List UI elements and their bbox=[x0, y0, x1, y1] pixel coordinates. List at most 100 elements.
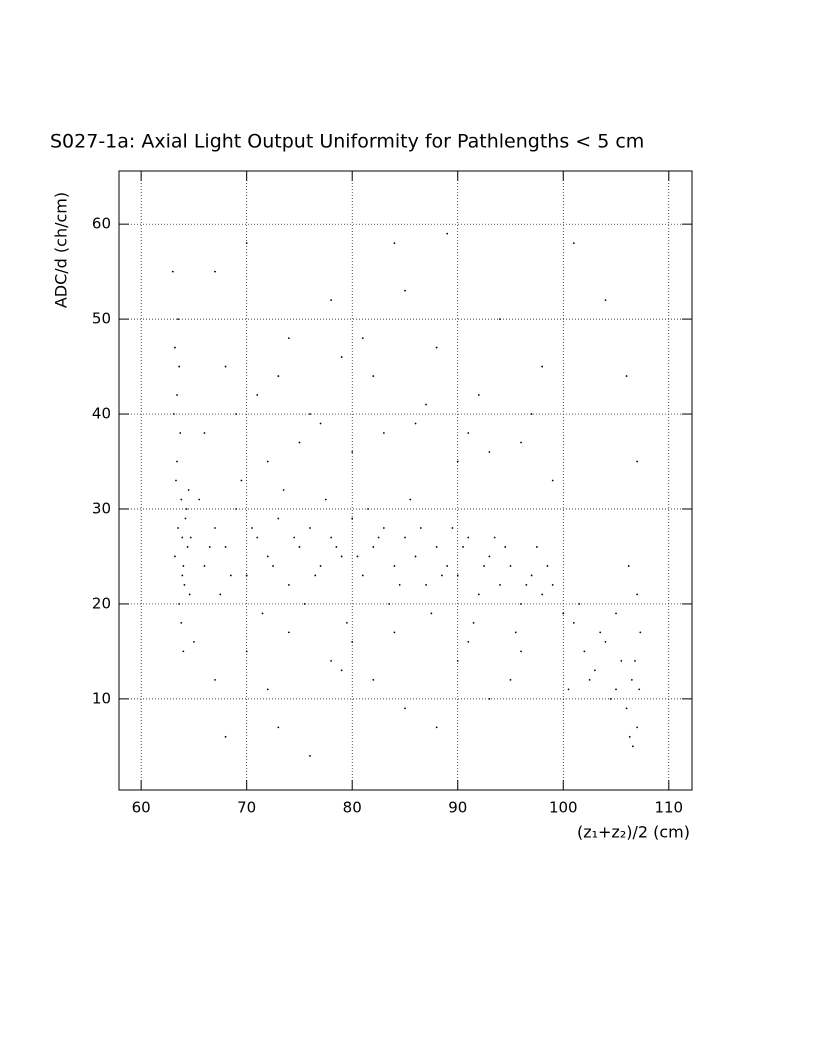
point bbox=[314, 574, 317, 577]
point bbox=[525, 584, 528, 586]
point bbox=[632, 745, 634, 748]
point bbox=[189, 536, 192, 539]
point bbox=[604, 640, 607, 643]
point bbox=[219, 593, 222, 596]
point bbox=[382, 432, 385, 434]
point bbox=[351, 640, 354, 643]
point bbox=[174, 346, 176, 349]
point bbox=[462, 546, 464, 548]
point bbox=[615, 688, 617, 691]
point bbox=[638, 688, 641, 691]
point bbox=[446, 565, 449, 567]
point bbox=[208, 546, 211, 548]
point bbox=[177, 527, 179, 529]
point bbox=[266, 555, 269, 558]
point bbox=[488, 555, 491, 558]
point bbox=[467, 432, 470, 434]
point bbox=[182, 565, 185, 567]
point bbox=[235, 413, 238, 415]
point bbox=[546, 565, 549, 567]
point bbox=[266, 460, 269, 463]
point bbox=[615, 612, 617, 615]
point bbox=[451, 527, 454, 529]
point bbox=[214, 678, 216, 681]
point bbox=[172, 413, 175, 415]
point bbox=[414, 555, 417, 558]
point bbox=[287, 631, 290, 634]
point bbox=[493, 536, 496, 539]
point bbox=[266, 688, 269, 691]
point bbox=[456, 659, 459, 662]
point bbox=[441, 574, 443, 577]
point bbox=[198, 498, 201, 501]
point bbox=[298, 441, 301, 444]
point bbox=[340, 555, 343, 558]
point bbox=[604, 299, 607, 302]
point bbox=[319, 422, 322, 425]
x-tick-label: 110 bbox=[654, 799, 683, 817]
point bbox=[287, 584, 290, 586]
point bbox=[625, 707, 628, 710]
point bbox=[430, 612, 433, 615]
point bbox=[214, 527, 216, 529]
point bbox=[277, 726, 280, 729]
point bbox=[636, 726, 639, 729]
point bbox=[535, 546, 538, 548]
point bbox=[572, 242, 575, 245]
point bbox=[435, 346, 438, 349]
point bbox=[185, 508, 188, 510]
point bbox=[356, 555, 359, 558]
point bbox=[245, 574, 248, 577]
point bbox=[176, 394, 178, 396]
y-tick-label: 40 bbox=[92, 405, 111, 423]
point bbox=[488, 697, 491, 700]
point bbox=[372, 546, 375, 548]
point bbox=[404, 289, 406, 292]
point bbox=[224, 546, 227, 548]
y-axis-label: ADC/d (ch/cm) bbox=[52, 192, 71, 308]
point bbox=[340, 669, 343, 672]
point bbox=[562, 612, 565, 615]
point bbox=[187, 489, 190, 491]
point bbox=[456, 460, 459, 463]
point bbox=[477, 593, 480, 596]
point bbox=[245, 242, 248, 245]
point bbox=[178, 603, 181, 605]
point bbox=[193, 640, 195, 643]
point bbox=[351, 451, 354, 453]
point bbox=[335, 546, 338, 548]
point bbox=[235, 508, 238, 510]
point bbox=[340, 356, 343, 358]
point bbox=[627, 565, 630, 567]
point bbox=[382, 527, 385, 529]
point bbox=[472, 622, 475, 624]
point bbox=[435, 726, 438, 729]
point bbox=[277, 375, 280, 377]
point bbox=[309, 527, 311, 529]
point bbox=[404, 536, 406, 539]
point bbox=[181, 574, 184, 577]
point bbox=[330, 536, 333, 539]
point bbox=[567, 688, 570, 691]
point bbox=[251, 527, 253, 529]
point bbox=[372, 678, 375, 681]
point bbox=[203, 565, 206, 567]
x-tick-label: 100 bbox=[549, 799, 578, 817]
point bbox=[214, 270, 216, 273]
point bbox=[599, 631, 602, 634]
point bbox=[178, 365, 181, 368]
y-tick-label: 20 bbox=[92, 594, 111, 612]
point bbox=[488, 451, 491, 453]
point bbox=[393, 242, 396, 245]
point bbox=[634, 659, 636, 662]
point bbox=[309, 754, 311, 757]
point bbox=[319, 565, 322, 567]
y-tick-label: 50 bbox=[92, 310, 111, 328]
point bbox=[393, 631, 396, 634]
point bbox=[282, 489, 285, 491]
point bbox=[414, 422, 417, 425]
point bbox=[188, 593, 191, 596]
x-tick-label: 80 bbox=[343, 799, 362, 817]
point bbox=[361, 574, 364, 577]
